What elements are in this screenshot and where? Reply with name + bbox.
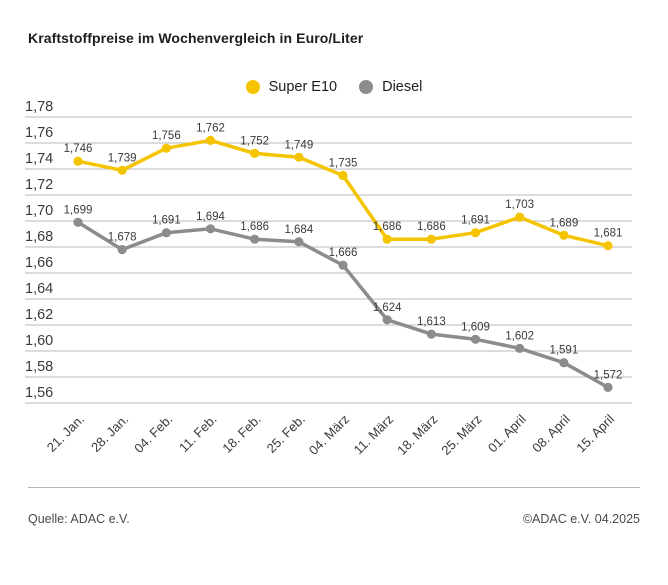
xtick-label: 25. Feb.: [264, 412, 308, 456]
data-point: [515, 212, 525, 222]
ytick-label: 1,76: [25, 125, 53, 141]
data-point-label: 1,613: [417, 316, 446, 328]
ytick-label: 1,68: [25, 229, 53, 245]
data-point-label: 1,684: [284, 224, 313, 236]
data-point: [73, 217, 83, 227]
data-point: [603, 382, 613, 392]
data-point-label: 1,691: [461, 215, 490, 227]
data-point-label: 1,756: [152, 130, 181, 142]
data-point: [515, 343, 525, 353]
data-point-label: 1,694: [196, 211, 225, 223]
data-point-label: 1,686: [417, 221, 446, 233]
data-point: [161, 143, 171, 153]
data-point: [205, 135, 216, 145]
data-point: [603, 241, 613, 251]
data-point: [294, 237, 304, 247]
data-point: [250, 234, 260, 244]
data-point-label: 1,686: [373, 221, 402, 233]
data-point-label: 1,686: [240, 221, 269, 233]
data-point-label: 1,609: [461, 321, 490, 333]
xtick-label: 28. Jan.: [88, 412, 131, 455]
data-point: [250, 148, 260, 158]
ytick-label: 1,58: [25, 359, 53, 375]
data-point-label: 1,703: [505, 199, 534, 211]
data-point-label: 1,689: [549, 217, 578, 229]
data-point: [205, 224, 216, 234]
data-point-label: 1,749: [284, 139, 313, 151]
footer-separator: [28, 487, 640, 488]
data-point: [294, 152, 304, 162]
legend-item-diesel: Diesel: [359, 79, 422, 95]
data-point: [559, 358, 569, 368]
ytick-label: 1,72: [25, 177, 53, 193]
series-line-super-e10: [76, 138, 610, 248]
data-point-label: 1,752: [240, 135, 269, 147]
data-point-label: 1,681: [594, 228, 623, 240]
legend-item-super-e10: Super E10: [245, 79, 338, 95]
xtick-label: 21. Jan.: [44, 412, 87, 455]
data-point-label: 1,746: [64, 143, 93, 155]
data-point: [338, 170, 348, 181]
legend-dot-super-e10-icon: [245, 80, 260, 94]
data-point: [559, 230, 569, 240]
data-point: [73, 156, 83, 166]
xtick-label: 25. März: [438, 412, 484, 458]
xtick-label: 15. April: [573, 411, 617, 455]
xtick-label: 08. April: [529, 411, 573, 455]
xtick-label: 11. Feb.: [176, 412, 220, 456]
data-point: [382, 234, 392, 244]
xtick-label: 11. März: [351, 412, 397, 458]
data-point-label: 1,602: [505, 330, 534, 342]
data-point-label: 1,572: [594, 369, 623, 381]
data-point: [426, 329, 436, 339]
data-point-label: 1,691: [152, 215, 181, 227]
data-point: [382, 315, 392, 325]
data-point: [426, 234, 436, 244]
data-point-label: 1,666: [329, 247, 358, 259]
legend-dot-diesel-icon: [359, 80, 374, 94]
xtick-label: 04. März: [306, 412, 352, 458]
data-point: [117, 245, 127, 255]
xtick-label: 04. Feb.: [131, 412, 175, 456]
ytick-label: 1,62: [25, 307, 53, 323]
data-point-label: 1,624: [373, 302, 402, 314]
data-point: [117, 165, 127, 175]
data-point-label: 1,735: [329, 158, 358, 170]
xtick-label: 18. Feb.: [219, 412, 263, 456]
legend-label-diesel: Diesel: [382, 79, 423, 95]
ytick-label: 1,78: [25, 99, 53, 115]
data-point: [161, 228, 171, 238]
xtick-label: 18. März: [394, 412, 440, 458]
ytick-label: 1,64: [25, 281, 53, 297]
ytick-label: 1,70: [25, 203, 53, 219]
data-point: [470, 334, 481, 344]
page-title: Kraftstoffpreise im Wochenvergleich in E…: [28, 30, 364, 46]
data-point-label: 1,591: [549, 345, 578, 357]
source-label: Quelle: ADAC e.V.: [28, 512, 130, 526]
chart-footer: Quelle: ADAC e.V. ©ADAC e.V. 04.2025: [28, 512, 640, 526]
chart-legend: Super E10 Diesel: [0, 79, 668, 95]
data-point-label: 1,678: [108, 232, 137, 244]
data-point-label: 1,699: [64, 204, 93, 216]
legend-label-super-e10: Super E10: [268, 79, 338, 95]
copyright-label: ©ADAC e.V. 04.2025: [522, 512, 640, 526]
ytick-label: 1,74: [25, 151, 53, 167]
data-point-label: 1,739: [108, 152, 137, 164]
ytick-label: 1,56: [25, 385, 53, 401]
ytick-label: 1,66: [25, 255, 53, 271]
ytick-label: 1,60: [25, 333, 53, 349]
data-point: [338, 260, 348, 270]
data-point-label: 1,762: [196, 122, 225, 134]
xtick-label: 01. April: [485, 411, 529, 455]
data-point: [470, 228, 481, 238]
